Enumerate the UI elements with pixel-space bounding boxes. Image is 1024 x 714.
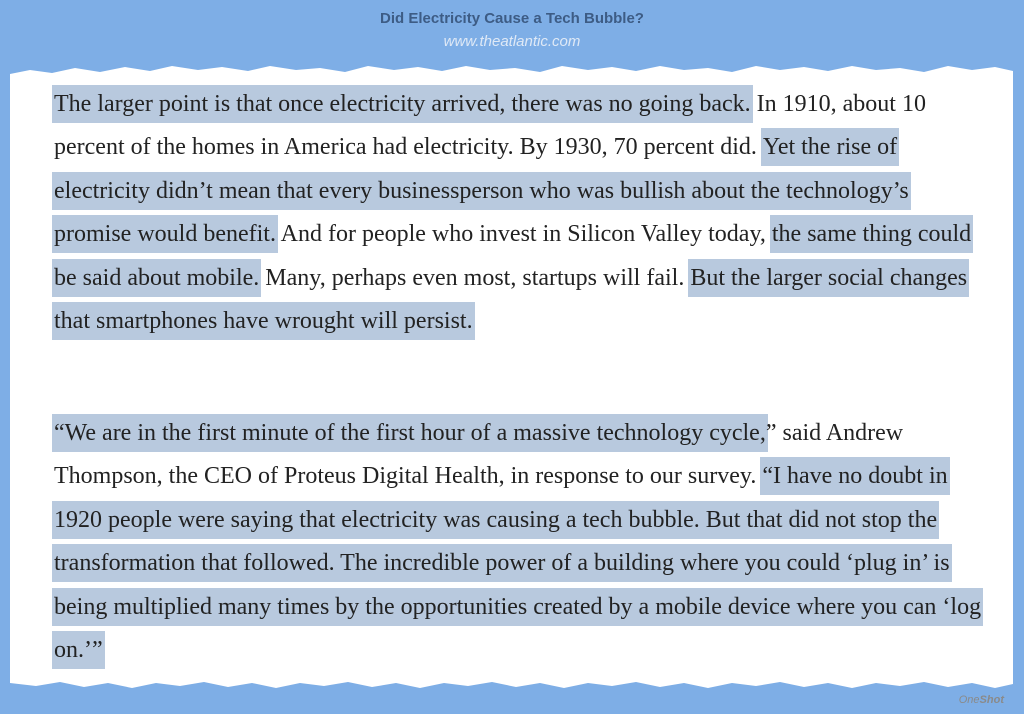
text-span: ” said Andrew Thompson, the CEO of Prote…	[54, 420, 904, 490]
highlight: The larger point is that once electricit…	[52, 85, 753, 123]
text-span: Many, perhaps even most, startups will f…	[259, 264, 691, 291]
article-title: Did Electricity Cause a Tech Bubble?	[380, 10, 644, 27]
brand-logo: OneShot	[959, 694, 1004, 706]
highlight: “We are in the first minute of the first…	[52, 414, 768, 452]
header: Did Electricity Cause a Tech Bubble? www…	[0, 0, 1024, 62]
text-span: And for people who invest in Silicon Val…	[275, 221, 772, 248]
text-span: In 1910, about 10 percent of the homes i…	[54, 91, 926, 161]
brand-part2: Shot	[979, 694, 1004, 706]
paragraph-1: The larger point is that once electricit…	[52, 83, 984, 343]
paragraph-2: “We are in the first minute of the first…	[52, 412, 984, 672]
article-url: www.theatlantic.com	[443, 33, 581, 50]
brand-part1: One	[958, 694, 980, 706]
